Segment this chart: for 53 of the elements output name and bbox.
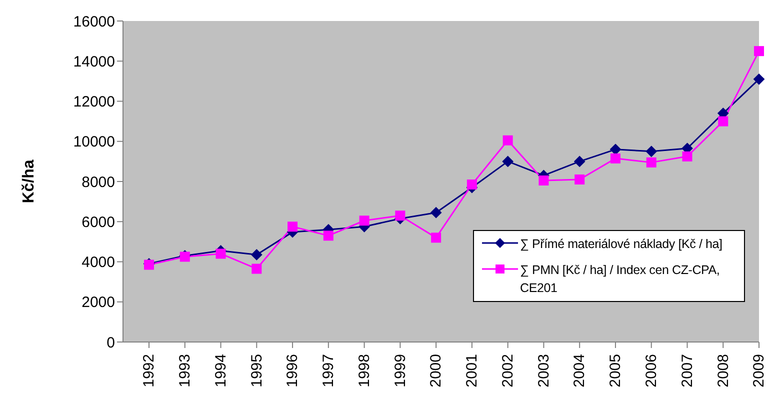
point xyxy=(395,210,406,221)
x-tick-label: 2001 xyxy=(464,354,481,388)
x-tick-label: 1995 xyxy=(248,354,266,388)
x-tick-label: 2005 xyxy=(607,354,624,388)
point xyxy=(610,144,621,155)
y-tick-label: 16000 xyxy=(73,13,115,30)
point xyxy=(538,175,549,186)
x-tick-label: 2002 xyxy=(499,354,516,388)
y-tick-label: 6000 xyxy=(82,214,115,231)
x-tick-label: 1993 xyxy=(176,354,194,388)
point xyxy=(502,135,513,146)
point xyxy=(574,174,585,184)
x-tick-label: 1998 xyxy=(356,354,373,388)
x-tick-label: 1996 xyxy=(284,354,302,388)
point xyxy=(359,216,370,226)
x-tick-label: 2004 xyxy=(571,354,588,388)
point xyxy=(216,248,226,259)
point xyxy=(574,156,586,167)
x-tick-label: 2009 xyxy=(750,354,768,388)
legend-label: ∑ Přímé materiálové náklady [Kč / ha] xyxy=(520,236,722,253)
point xyxy=(323,230,334,241)
y-tick-label: 0 xyxy=(106,334,115,352)
point xyxy=(646,146,657,157)
x-tick-label: 2007 xyxy=(678,354,696,388)
x-tick-label: 2000 xyxy=(428,354,445,388)
point xyxy=(754,74,764,85)
point xyxy=(430,207,442,218)
point xyxy=(251,249,262,260)
y-tick-label: 12000 xyxy=(73,94,115,111)
x-tick-label: 1999 xyxy=(392,354,409,388)
point xyxy=(502,156,514,167)
y-tick-label: 10000 xyxy=(73,134,115,151)
y-axis-title: Kč/ha xyxy=(20,160,38,204)
point xyxy=(252,264,262,274)
point xyxy=(610,153,620,164)
point xyxy=(431,232,442,243)
y-tick-label: 4000 xyxy=(82,254,115,272)
x-tick-label: 2003 xyxy=(535,354,552,388)
y-tick-label: 2000 xyxy=(82,294,115,312)
point xyxy=(682,151,692,162)
x-tick-label: 1994 xyxy=(212,354,230,388)
y-tick-label: 14000 xyxy=(73,53,115,70)
x-tick-label: 2008 xyxy=(714,354,732,388)
x-tick-label: 1997 xyxy=(320,354,338,388)
point xyxy=(466,180,477,190)
point xyxy=(288,222,298,232)
point xyxy=(646,157,656,168)
point xyxy=(718,116,728,126)
x-tick-label: 2006 xyxy=(643,354,660,388)
x-tick-label: 1992 xyxy=(140,354,158,388)
point xyxy=(754,46,764,56)
legend-label: ∑ PMN [Kč / ha] / Index cen CZ-CPA, CE201 xyxy=(520,262,721,297)
y-tick-label: 8000 xyxy=(82,174,115,191)
